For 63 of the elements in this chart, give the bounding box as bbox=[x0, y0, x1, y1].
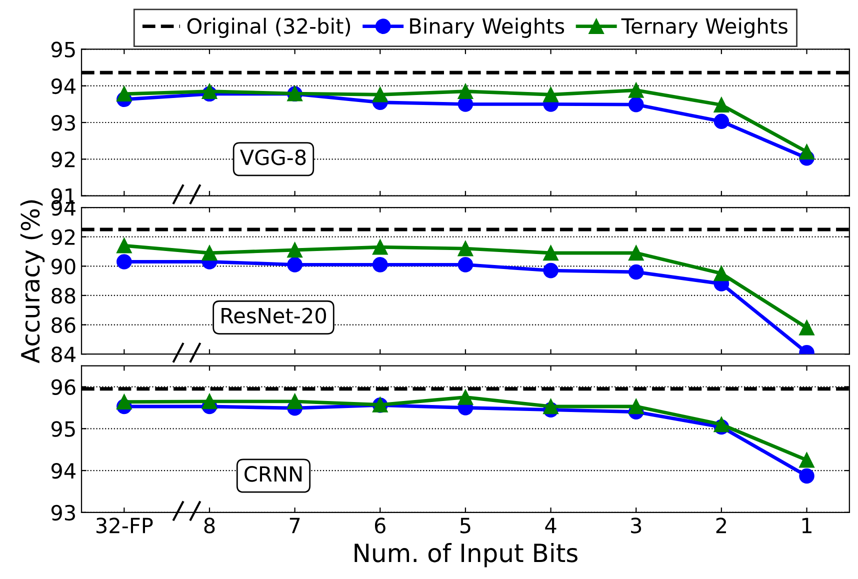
x-tick-label: 2 bbox=[716, 518, 726, 534]
point bbox=[628, 245, 644, 261]
annotation: CRNN bbox=[244, 466, 302, 482]
point bbox=[543, 262, 558, 278]
point bbox=[202, 394, 218, 410]
point bbox=[287, 242, 302, 258]
point bbox=[372, 257, 388, 272]
point bbox=[799, 320, 814, 336]
point bbox=[799, 144, 814, 160]
legend-label: Binary Weights bbox=[410, 18, 564, 38]
point bbox=[799, 452, 814, 468]
legend-label: Ternary Weights bbox=[621, 18, 788, 38]
y-tick-label: 94 bbox=[51, 462, 76, 479]
point bbox=[202, 245, 218, 261]
point bbox=[628, 264, 644, 280]
y-tick-label: 95 bbox=[51, 421, 75, 437]
x-tick-label: 5 bbox=[460, 518, 470, 534]
x-tick-label: 1 bbox=[802, 518, 812, 534]
point bbox=[543, 245, 558, 261]
point bbox=[458, 257, 474, 272]
point bbox=[458, 84, 474, 99]
y-tick-label: 84 bbox=[52, 346, 76, 362]
y-tick-label: 93 bbox=[51, 114, 75, 131]
point bbox=[116, 238, 132, 254]
point bbox=[714, 97, 730, 113]
y-tick-label: 96 bbox=[51, 379, 76, 395]
point bbox=[628, 82, 644, 98]
x-axis-title: Num. of Input Bits bbox=[354, 542, 578, 568]
annotation: ResNet-20 bbox=[222, 308, 326, 324]
x-tick-label: 6 bbox=[374, 518, 386, 534]
legend-label: Original (32-bit) bbox=[187, 18, 350, 38]
point bbox=[116, 254, 132, 270]
point bbox=[116, 86, 132, 102]
point bbox=[458, 240, 474, 256]
x-tick-label: 7 bbox=[290, 518, 300, 534]
point bbox=[287, 257, 302, 272]
y-tick-label: 92 bbox=[51, 229, 75, 246]
y-axis-title: Accuracy (%) bbox=[20, 200, 45, 364]
y-tick-label: 94 bbox=[51, 78, 76, 94]
point bbox=[287, 394, 302, 410]
point bbox=[628, 398, 644, 414]
annotation: VGG-8 bbox=[240, 149, 306, 166]
point bbox=[543, 398, 558, 414]
point bbox=[202, 84, 218, 99]
point bbox=[372, 87, 388, 102]
y-tick-label: 88 bbox=[52, 288, 76, 304]
point bbox=[714, 266, 730, 282]
point bbox=[458, 390, 474, 405]
x-tick-label: 3 bbox=[631, 518, 642, 534]
point bbox=[543, 87, 558, 102]
y-tick-label: 95 bbox=[51, 42, 75, 58]
point bbox=[628, 96, 644, 112]
x-tick-label: 32-FP bbox=[96, 518, 153, 534]
x-tick-label: 4 bbox=[545, 518, 556, 534]
point bbox=[799, 468, 814, 484]
y-tick-label: 93 bbox=[51, 504, 75, 521]
y-tick-label: 86 bbox=[52, 317, 76, 333]
point bbox=[116, 394, 132, 410]
x-tick-label: 8 bbox=[204, 518, 215, 534]
y-tick-label: 90 bbox=[51, 258, 76, 274]
point bbox=[714, 114, 730, 130]
y-tick-label: 92 bbox=[51, 152, 75, 168]
point bbox=[372, 239, 388, 255]
